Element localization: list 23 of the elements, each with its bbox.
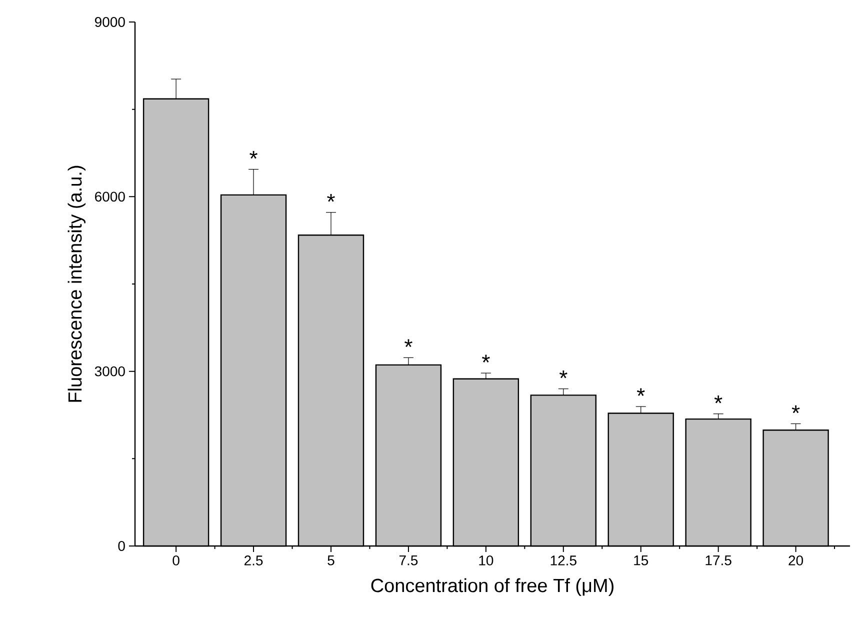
annotation: * [559, 370, 568, 378]
x-tick-label: 2.5 [244, 556, 263, 566]
annotation: * [250, 150, 258, 159]
y-tick-label: 0 [118, 541, 125, 551]
annotation: * [404, 339, 412, 348]
y-tick-label: 3000 [94, 366, 125, 376]
x-tick-label: 0 [172, 556, 180, 566]
x-tick-label: 20 [788, 556, 804, 566]
annotation: * [327, 194, 335, 202]
annotation: * [792, 405, 800, 414]
x-axis-title: Concentration of free Tf (μM) [371, 578, 614, 596]
x-tick-label: 7.5 [399, 556, 418, 566]
x-tick-label: 5 [328, 556, 334, 566]
x-tick-label: 10 [479, 556, 494, 566]
y-axis-title: Fluorescence intensity (a.u.) [68, 166, 86, 402]
x-tick-label: 12.5 [550, 556, 576, 566]
x-tick-label: 15 [634, 556, 648, 566]
annotation: * [482, 354, 490, 362]
y-tick-label: 6000 [95, 192, 125, 202]
annotation: * [636, 388, 645, 396]
y-tick-label: 9000 [94, 17, 125, 27]
annotation: * [714, 395, 722, 404]
x-tick-label: 17.5 [706, 556, 732, 566]
